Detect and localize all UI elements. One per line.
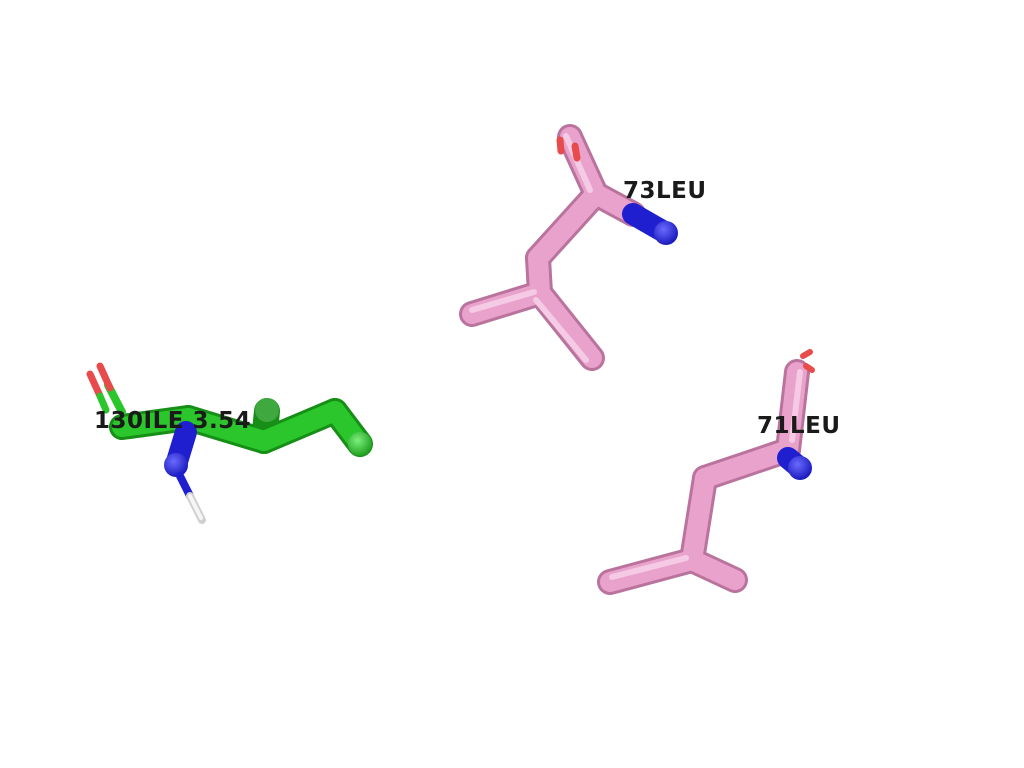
nitrogen-atom (654, 221, 678, 245)
carbon-atom (348, 432, 372, 456)
label-73leu: 73LEU (623, 178, 707, 204)
residue-73-leu[interactable] (459, 124, 678, 371)
label-71leu: 71LEU (757, 413, 841, 439)
residue-130-ile[interactable] (86, 362, 373, 524)
label-130ile: 130ILE 3.54 (94, 408, 252, 434)
nitrogen-atom (788, 456, 812, 480)
nitrogen-atom (164, 453, 188, 477)
carbon-atom (255, 398, 279, 422)
residue-71-leu[interactable] (597, 349, 815, 595)
